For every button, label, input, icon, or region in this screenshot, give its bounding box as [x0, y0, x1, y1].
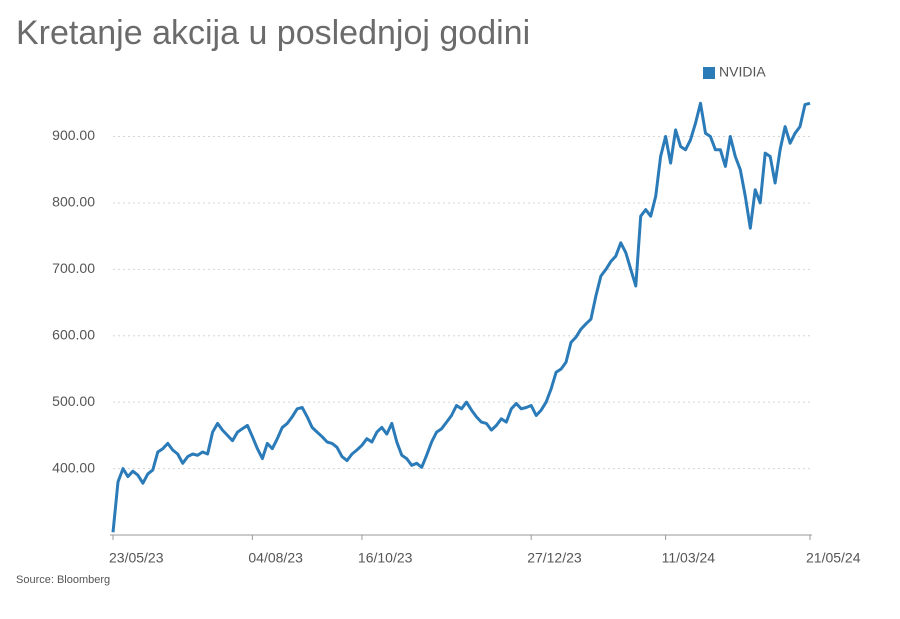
- y-tick-label: 800.00: [52, 194, 95, 210]
- y-tick-label: 600.00: [52, 326, 95, 342]
- legend-swatch: [703, 67, 715, 79]
- x-tick-label: 27/12/23: [527, 550, 582, 566]
- source-note: Source: Bloomberg: [16, 574, 110, 586]
- chart-title: Kretanje akcija u poslednjoj godini: [16, 14, 530, 52]
- y-tick-label: 400.00: [52, 459, 95, 475]
- x-tick-label: 11/03/24: [662, 550, 716, 566]
- y-tick-label: 500.00: [52, 393, 95, 409]
- legend-label: NVIDIA: [719, 64, 766, 80]
- x-tick-label: 16/10/23: [358, 550, 413, 566]
- x-tick-label: 23/05/23: [109, 550, 164, 566]
- x-tick-label: 04/08/23: [248, 550, 303, 566]
- y-tick-label: 900.00: [52, 127, 95, 143]
- price-line: [111, 101, 811, 533]
- x-tick-label: 21/05/24: [806, 550, 861, 566]
- y-tick-label: 700.00: [52, 260, 95, 276]
